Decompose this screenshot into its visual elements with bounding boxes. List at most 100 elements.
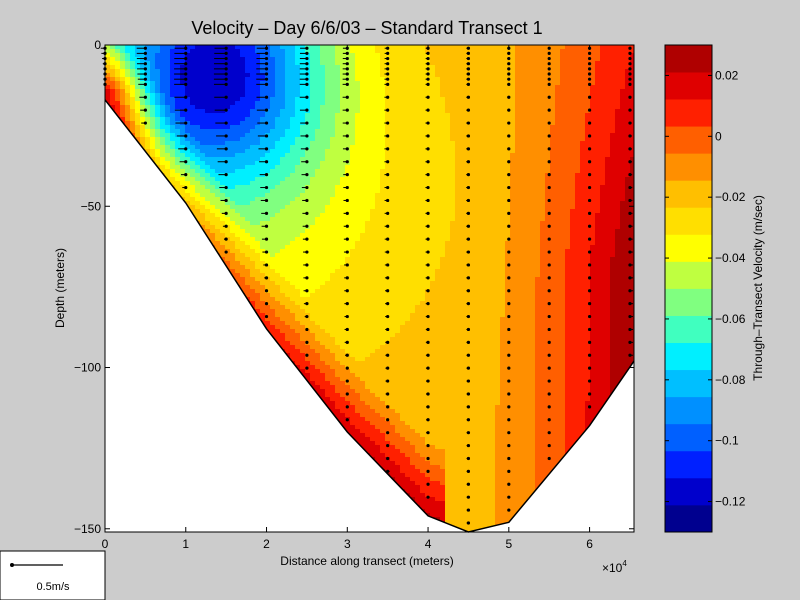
field-cell-4879 (440, 145, 446, 150)
field-cell-2024 (305, 93, 311, 98)
field-cell-3209 (365, 269, 371, 274)
field-cell-3056 (360, 69, 366, 74)
field-cell-895 (225, 193, 231, 198)
field-cell-1729 (285, 233, 291, 238)
field-cell-682 (205, 189, 211, 194)
field-cell-1090 (240, 253, 246, 258)
field-cell-3891 (395, 413, 401, 418)
field-cell-1187 (250, 121, 256, 126)
field-cell-2722 (340, 333, 346, 338)
field-cell-1496 (270, 221, 276, 226)
field-cell-2435 (325, 317, 331, 322)
field-cell-2055 (305, 217, 311, 222)
field-cell-2439 (325, 333, 331, 338)
field-cell-843 (220, 209, 226, 214)
field-cell-4721 (430, 481, 436, 486)
field-cell-1421 (265, 217, 271, 222)
field-cell-1694 (285, 93, 291, 98)
field-cell-1200 (250, 173, 256, 178)
field-cell-3397 (375, 181, 381, 186)
chart-title: Velocity – Day 6/6/03 – Standard Transec… (191, 18, 542, 38)
field-cell-1800 (290, 197, 296, 202)
field-cell-624 (200, 149, 206, 154)
field-cell-4169 (410, 161, 416, 166)
field-cell-655 (205, 81, 211, 86)
field-cell-4193 (410, 257, 416, 262)
field-cell-921 (230, 65, 236, 70)
field-cell-4728 (430, 509, 436, 514)
field-cell-2759 (345, 89, 351, 94)
field-cell-4739 (435, 69, 441, 74)
field-cell-2864 (350, 113, 356, 118)
field-cell-2988 (355, 205, 361, 210)
field-cell-700 (210, 61, 216, 66)
field-cell-2494 (330, 181, 336, 186)
field-cell-4778 (435, 225, 441, 230)
field-cell-73 (120, 109, 126, 114)
field-cell-1869 (295, 145, 301, 150)
field-cell-2428 (325, 289, 331, 294)
field-cell-4480 (420, 473, 426, 478)
field-cell-3392 (375, 161, 381, 166)
field-cell-4324 (415, 317, 421, 322)
field-cell-61 (120, 61, 126, 66)
field-cell-2202 (315, 109, 321, 114)
field-cell-3450 (375, 393, 381, 398)
field-cell-3214 (365, 289, 371, 294)
field-cell-1141 (245, 201, 251, 206)
field-cell-1446 (265, 317, 271, 322)
field-cell-2178 (310, 365, 316, 370)
field-cell-2385 (325, 117, 331, 122)
field-cell-3660 (385, 373, 391, 378)
field-cell-4743 (435, 85, 441, 90)
field-cell-3471 (380, 49, 386, 54)
field-cell-1710 (285, 157, 291, 162)
field-cell-1584 (275, 273, 281, 278)
field-cell-2832 (345, 381, 351, 386)
field-cell-587 (195, 185, 201, 190)
field-cell-3497 (380, 153, 386, 158)
field-cell-3936 (400, 145, 406, 150)
field-cell-75 (120, 117, 126, 122)
field-cell-3393 (375, 165, 381, 170)
field-cell-894 (225, 189, 231, 194)
field-cell-53 (115, 109, 121, 114)
field-cell-1440 (265, 293, 271, 298)
field-cell-4080 (405, 265, 411, 270)
field-cell-3395 (375, 173, 381, 178)
field-cell-3551 (380, 369, 386, 374)
field-cell-814 (220, 93, 226, 98)
field-cell-2479 (330, 121, 336, 126)
field-cell-2667 (340, 113, 346, 118)
field-cell-2721 (340, 329, 346, 334)
field-cell-4389 (420, 109, 426, 114)
field-cell-1208 (250, 205, 256, 210)
field-cell-47 (115, 85, 121, 90)
field-cell-4781 (435, 237, 441, 242)
field-cell-3322 (370, 305, 376, 310)
field-cell-1299 (255, 297, 261, 302)
field-cell-2849 (350, 53, 356, 58)
field-cell-2536 (330, 349, 336, 354)
field-cell-217 (150, 65, 156, 70)
field-cell-3880 (395, 369, 401, 374)
field-cell-3274 (370, 113, 376, 118)
field-cell-4417 (420, 221, 426, 226)
field-cell-1550 (275, 137, 281, 142)
field-cell-2711 (340, 289, 346, 294)
field-cell-1845 (295, 49, 301, 54)
field-cell-1181 (250, 97, 256, 102)
field-cell-797 (215, 241, 221, 246)
field-cell-1147 (245, 225, 251, 230)
field-cell-1929 (300, 53, 306, 58)
field-cell-1963 (300, 189, 306, 194)
field-cell-2834 (345, 389, 351, 394)
field-cell-2261 (315, 345, 321, 350)
field-cell-1732 (285, 245, 291, 250)
field-cell-2309 (320, 177, 326, 182)
field-cell-1897 (295, 257, 301, 262)
field-cell-3252 (365, 441, 371, 446)
field-cell-711 (210, 105, 216, 110)
field-cell-1490 (270, 197, 276, 202)
field-cell-1027 (235, 249, 241, 254)
